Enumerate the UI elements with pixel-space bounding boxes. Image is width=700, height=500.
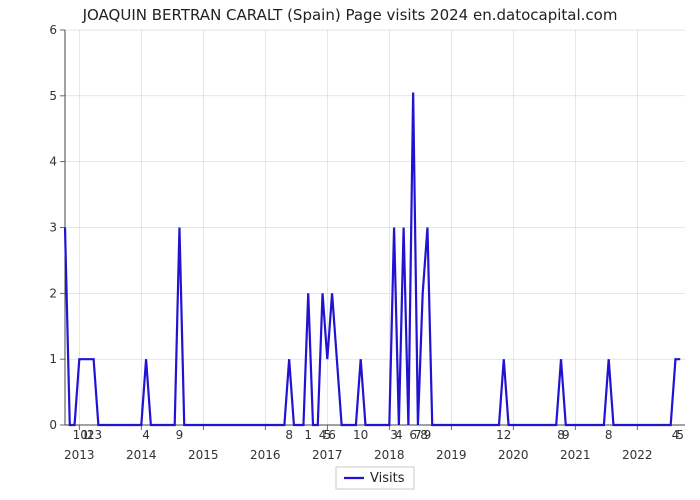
y-tick-label: 0	[49, 418, 57, 432]
y-tick-label: 4	[49, 155, 57, 169]
value-label: 9	[176, 428, 184, 442]
x-tick-label: 2017	[312, 448, 343, 462]
value-label: 12	[496, 428, 511, 442]
x-tick-label: 2022	[622, 448, 653, 462]
x-tick-label: 2021	[560, 448, 591, 462]
x-tick-label: 2013	[64, 448, 95, 462]
x-tick-label: 2016	[250, 448, 281, 462]
value-label: 23	[87, 428, 102, 442]
value-label: 4	[395, 428, 403, 442]
y-tick-label: 1	[49, 352, 57, 366]
x-tick-label: 2014	[126, 448, 157, 462]
value-label: 10	[353, 428, 368, 442]
value-label: 9	[562, 428, 570, 442]
value-label: 4	[142, 428, 150, 442]
value-label: 6	[328, 428, 336, 442]
x-tick-label: 2020	[498, 448, 529, 462]
chart-figure: JOAQUIN BERTRAN CARALT (Spain) Page visi…	[0, 0, 700, 500]
y-tick-label: 6	[49, 23, 57, 37]
value-label: 9	[424, 428, 432, 442]
legend-label: Visits	[370, 471, 405, 486]
value-label: 8	[285, 428, 293, 442]
x-tick-label: 2018	[374, 448, 405, 462]
value-label: 1	[304, 428, 312, 442]
value-label: 8	[605, 428, 613, 442]
y-tick-label: 5	[49, 89, 57, 103]
y-tick-label: 3	[49, 221, 57, 235]
value-label: 5	[676, 428, 684, 442]
x-tick-label: 2015	[188, 448, 219, 462]
chart-plot-area: 0123456201320142015201620172018201920202…	[0, 0, 700, 500]
x-tick-label: 2019	[436, 448, 467, 462]
chart-title: JOAQUIN BERTRAN CARALT (Spain) Page visi…	[0, 6, 700, 24]
y-tick-label: 2	[49, 286, 57, 300]
